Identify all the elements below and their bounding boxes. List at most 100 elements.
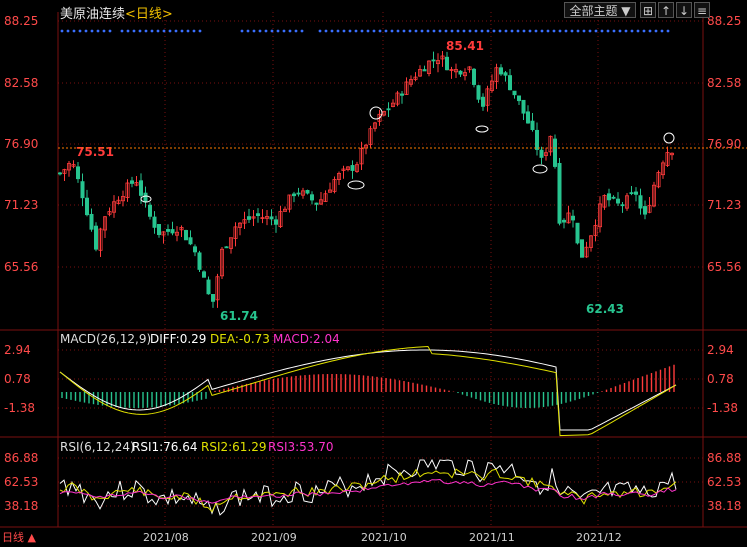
candle-body [422,69,427,72]
candle-body [89,213,94,230]
signal-dot [84,29,88,33]
candle-body [76,166,81,180]
signal-dot [588,29,592,33]
signal-dot [630,29,634,33]
rsi-tick-left: 86.88 [4,451,38,465]
candle-body [413,76,418,80]
price-tick-left: 76.90 [4,137,38,151]
signal-dot [582,29,586,33]
signal-dot [426,29,430,33]
signal-dot [660,29,664,33]
signal-dot [540,29,544,33]
price-tick-right: 76.90 [707,137,741,151]
rsi-panel[interactable]: RSI(6,12,24)RSI1:76.64 RSI2:61.29 RSI3:53.… [59,440,677,516]
signal-dot [546,29,550,33]
signal-dot [522,29,526,33]
macd-panel[interactable]: MACD(26,12,9)DIFF:0.29 DEA:-0.73 MACD:2.04 [59,332,677,437]
candle-body [512,90,517,96]
menu-icon[interactable]: ≡ [694,2,710,18]
candle-body [377,113,382,122]
candle-body [296,192,301,195]
signal-dot [606,29,610,33]
signal-ellipse-marker [347,180,365,190]
candle-body [273,219,278,225]
candle-body [215,276,220,301]
candle-body [192,246,197,253]
candle-body [476,85,481,100]
signal-dot [420,29,424,33]
candle-body [625,195,630,209]
signal-dot [324,29,328,33]
signal-dot [618,29,622,33]
candle-body [134,182,139,186]
candle-body [372,122,377,129]
candle-body [161,231,166,236]
rsi-label: RSI(6,12,24) [60,440,135,454]
high-price-label: 85.41 [446,39,484,53]
candle-body [116,199,121,204]
signal-ellipse-marker [663,132,675,144]
price-panel[interactable]: 75.51 85.41 61.74 62.43 [58,39,675,323]
candle-body [444,56,449,71]
signal-dot [348,29,352,33]
signal-dot [78,29,82,33]
rsi3-label: RSI3:53.70 [268,440,334,454]
signal-dot [552,29,556,33]
candle-body [494,67,499,82]
candle-body [305,190,310,194]
signal-dot [456,29,460,33]
price-tick-left: 65.56 [4,260,38,274]
candle-body [629,192,634,195]
candle-body [345,166,350,170]
candle-body [598,203,603,228]
signal-dot [90,29,94,33]
signal-dot [498,29,502,33]
theme-dropdown-label: 全部主题 [569,4,618,18]
candle-body [575,222,580,244]
signal-dot [108,29,112,33]
candle-body [143,192,148,203]
expand-icon[interactable]: ⊞ [640,2,656,18]
signal-dot [558,29,562,33]
zoom-out-icon[interactable]: ↓ [676,2,692,18]
candle-body [183,230,188,241]
candle-body [260,217,265,220]
signal-dot [330,29,334,33]
candle-body [435,60,440,65]
timeframe-label[interactable]: <日线> [125,7,173,22]
signal-dot [402,29,406,33]
candle-body [503,72,508,76]
candle-body [535,129,540,150]
candle-body [368,128,373,145]
candle-body [426,60,431,74]
candle-body [336,173,341,180]
candle-body [553,138,558,167]
candle-body [147,204,152,217]
price-tick-left: 88.25 [4,14,38,28]
grid [0,12,747,528]
candle-body [467,66,472,71]
signal-dot [408,29,412,33]
zoom-in-icon[interactable]: ↑ [658,2,674,18]
signal-ellipse-marker [369,106,383,120]
candle-body [620,204,625,207]
candle-body [323,193,328,202]
signal-dot [510,29,514,33]
candle-body [332,179,337,192]
signal-dot [288,29,292,33]
candle-body [156,224,161,236]
candle-body [647,205,652,213]
candle-body [233,226,238,239]
macd-tick-left: -1.38 [4,401,35,415]
signal-dot [612,29,616,33]
signal-dot [432,29,436,33]
signal-dot [390,29,394,33]
candle-body [544,152,549,156]
theme-dropdown[interactable]: 全部主题 ▼ [564,2,636,18]
candle-body [390,102,395,107]
candle-body [206,279,211,295]
candle-body [566,212,571,224]
candle-body [350,165,355,171]
candle-body [103,216,108,231]
